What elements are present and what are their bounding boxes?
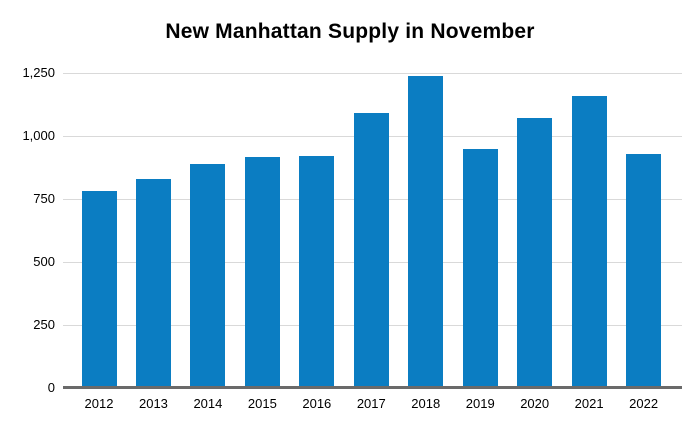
x-tick-label-2018: 2018	[411, 396, 441, 411]
y-tick-label-0: 0	[47, 380, 55, 395]
bar-2013	[135, 178, 171, 388]
x-tick-label-2017: 2017	[356, 396, 386, 411]
y-tick-label-250: 250	[33, 317, 55, 332]
bar-2020	[517, 118, 553, 388]
bar-2016	[299, 156, 335, 388]
x-tick-label-2022: 2022	[629, 396, 659, 411]
chart-title: New Manhattan Supply in November	[165, 20, 535, 43]
x-tick-label-2015: 2015	[247, 396, 277, 411]
y-tick-label-750: 750	[33, 191, 55, 206]
bar-2021	[571, 95, 607, 388]
y-tick-label-1,250: 1,250	[22, 65, 55, 80]
bar-2018	[408, 75, 444, 388]
bar-2022	[626, 153, 662, 388]
bar-2015	[244, 157, 280, 388]
x-tick-label-2012: 2012	[84, 396, 114, 411]
bar-2012	[81, 191, 117, 388]
bar-2019	[462, 148, 498, 388]
bar-2014	[190, 163, 226, 388]
x-tick-label-2014: 2014	[193, 396, 223, 411]
y-tick-label-500: 500	[33, 254, 55, 269]
gridline-1250	[63, 72, 682, 74]
x-axis-line	[63, 385, 682, 389]
x-tick-label-2020: 2020	[520, 396, 550, 411]
x-tick-label-2019: 2019	[465, 396, 495, 411]
y-tick-label-1,000: 1,000	[22, 128, 55, 143]
x-tick-label-2021: 2021	[574, 396, 604, 411]
x-tick-label-2016: 2016	[302, 396, 332, 411]
x-tick-label-2013: 2013	[138, 396, 168, 411]
bar-2017	[353, 113, 389, 388]
